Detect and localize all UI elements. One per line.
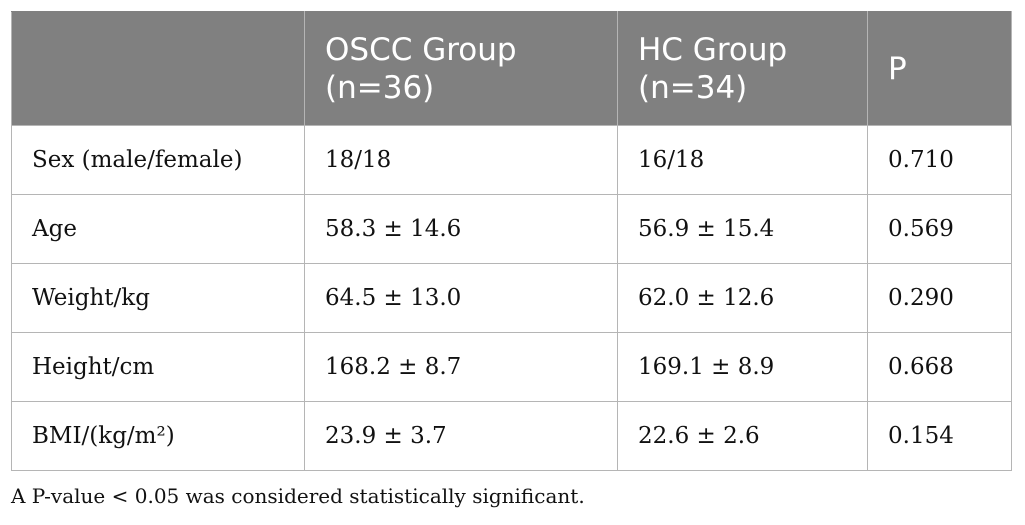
table-row: BMI/(kg/m²) 23.9 ± 3.7 22.6 ± 2.6 0.154 [11, 401, 1012, 471]
table-body: Sex (male/female) 18/18 16/18 0.710 Age … [11, 125, 1012, 471]
table-footnote: A P-value < 0.05 was considered statisti… [11, 484, 585, 508]
header-oscc-count: (n=36) [325, 69, 435, 106]
hc-value: 22.6 ± 2.6 [617, 401, 868, 471]
header-oscc-name: OSCC Group [325, 31, 517, 68]
row-label: Weight/kg [11, 263, 305, 333]
hc-value: 62.0 ± 12.6 [617, 263, 868, 333]
oscc-value: 58.3 ± 14.6 [304, 194, 618, 264]
row-label: BMI/(kg/m²) [11, 401, 305, 471]
table-row: Height/cm 168.2 ± 8.7 169.1 ± 8.9 0.668 [11, 332, 1012, 402]
oscc-value: 168.2 ± 8.7 [304, 332, 618, 402]
hc-value: 56.9 ± 15.4 [617, 194, 868, 264]
baseline-characteristics-table-container: OSCC Group (n=36) HC Group (n=34) P Sex … [11, 11, 1012, 471]
table-row: Weight/kg 64.5 ± 13.0 62.0 ± 12.6 0.290 [11, 263, 1012, 333]
hc-value: 169.1 ± 8.9 [617, 332, 868, 402]
p-value: 0.668 [867, 332, 1012, 402]
p-value: 0.290 [867, 263, 1012, 333]
header-cell-hc-group: HC Group (n=34) [617, 11, 868, 126]
header-hc-count: (n=34) [638, 69, 748, 106]
row-label: Age [11, 194, 305, 264]
row-label: Sex (male/female) [11, 125, 305, 195]
header-cell-oscc-group: OSCC Group (n=36) [304, 11, 618, 126]
header-cell-variable [11, 11, 305, 126]
hc-value: 16/18 [617, 125, 868, 195]
header-hc-name: HC Group [638, 31, 788, 68]
header-cell-p-value: P [867, 11, 1012, 126]
oscc-value: 64.5 ± 13.0 [304, 263, 618, 333]
baseline-characteristics-table: OSCC Group (n=36) HC Group (n=34) P Sex … [11, 11, 1012, 471]
row-label: Height/cm [11, 332, 305, 402]
header-p-label: P [888, 50, 907, 87]
oscc-value: 18/18 [304, 125, 618, 195]
oscc-value: 23.9 ± 3.7 [304, 401, 618, 471]
table-row: Age 58.3 ± 14.6 56.9 ± 15.4 0.569 [11, 194, 1012, 264]
p-value: 0.710 [867, 125, 1012, 195]
p-value: 0.569 [867, 194, 1012, 264]
header-row: OSCC Group (n=36) HC Group (n=34) P [11, 11, 1012, 126]
p-value: 0.154 [867, 401, 1012, 471]
table-header: OSCC Group (n=36) HC Group (n=34) P [11, 11, 1012, 126]
table-row: Sex (male/female) 18/18 16/18 0.710 [11, 125, 1012, 195]
